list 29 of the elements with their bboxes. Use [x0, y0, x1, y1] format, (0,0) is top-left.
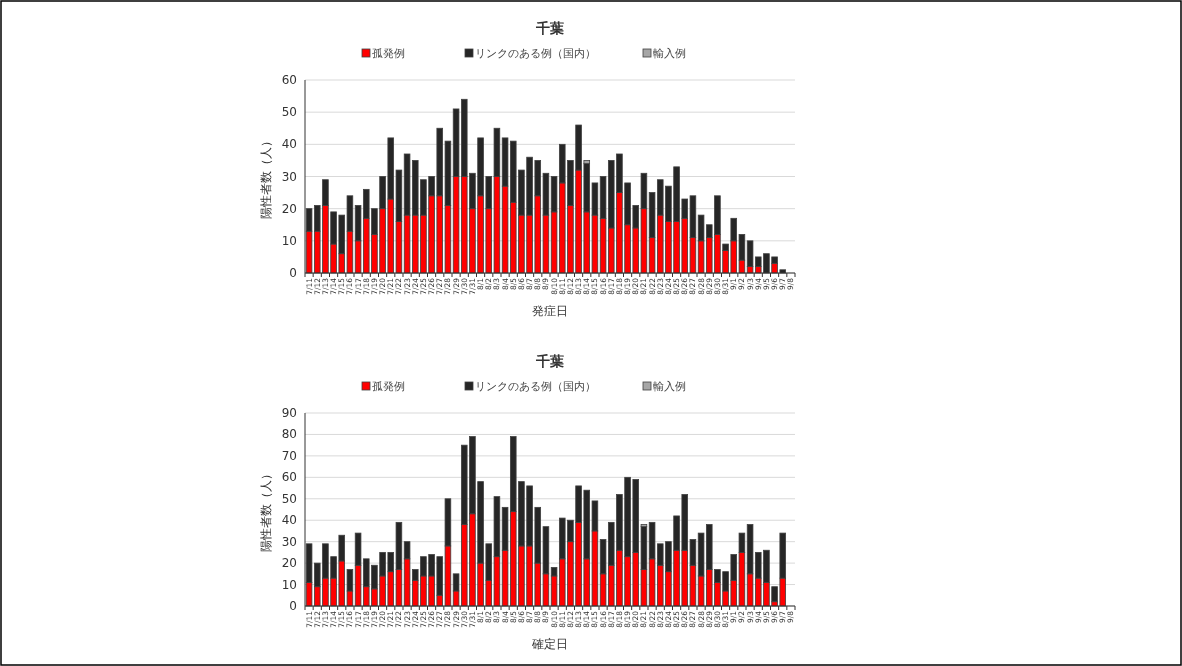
y-tick-label: 90 [281, 406, 297, 420]
legend-label: 輸入例 [653, 380, 686, 393]
x-axis-title: 確定日 [531, 637, 568, 651]
y-tick-label: 80 [281, 427, 297, 442]
y-tick-label: 10 [281, 577, 297, 592]
legend-label: 孤発例 [372, 380, 405, 393]
x-axis-title: 発症日 [532, 304, 568, 318]
y-tick-label: 60 [281, 470, 297, 485]
y-tick-label: 0 [289, 599, 297, 613]
y-tick-label: 50 [281, 105, 297, 120]
y-axis-title: 陽性者数（人） [259, 134, 273, 219]
y-tick-label: 0 [289, 266, 297, 280]
legend-label: リンクのある例（国内） [475, 380, 596, 393]
legend-label: 輸入例 [653, 47, 686, 60]
y-tick-label: 50 [281, 491, 297, 506]
chart-title: 千葉 [535, 353, 564, 369]
y-tick-label: 70 [281, 448, 297, 463]
chart-title: 千葉 [535, 20, 564, 36]
y-tick-label: 20 [281, 201, 297, 216]
y-tick-label: 40 [281, 513, 297, 528]
legend-label: リンクのある例（国内） [475, 47, 596, 60]
legend-label: 孤発例 [372, 47, 405, 60]
y-tick-label: 20 [281, 556, 297, 571]
y-tick-label: 10 [281, 233, 297, 248]
y-axis-title: 陽性者数（人） [259, 467, 273, 552]
y-tick-label: 40 [281, 137, 297, 152]
y-tick-label: 60 [281, 73, 297, 87]
y-tick-label: 30 [281, 534, 297, 549]
y-tick-label: 30 [281, 169, 297, 184]
